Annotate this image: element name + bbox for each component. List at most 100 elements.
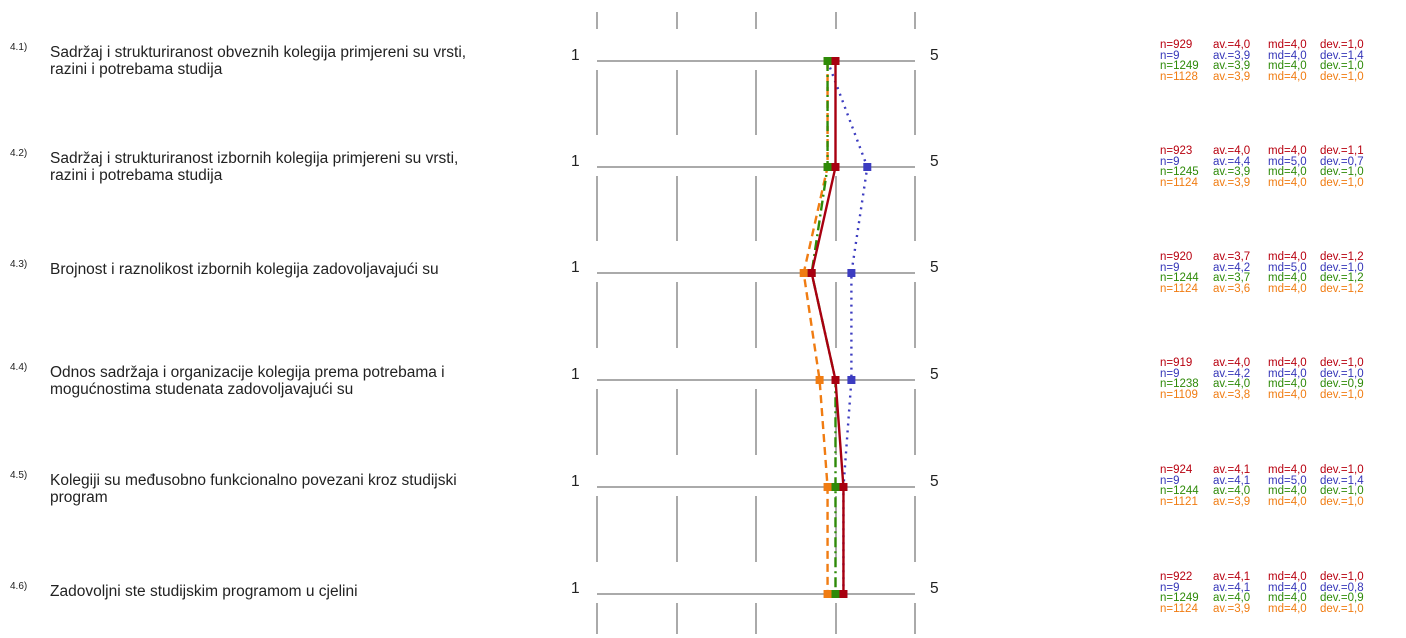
stat-dev: dev.=1,2 <box>1320 251 1364 263</box>
series-point <box>799 269 808 277</box>
stat-av: av.=4,2 <box>1213 367 1251 380</box>
scale-max-label: 5 <box>930 259 939 276</box>
stat-av: av.=4,0 <box>1213 145 1251 157</box>
scale-max-label: 5 <box>930 153 939 170</box>
stat-dev: dev.=1,4 <box>1320 474 1364 487</box>
series-point <box>831 483 840 491</box>
question-text: Brojnost i raznolikost izbornih kolegija… <box>50 261 439 278</box>
stat-dev: dev.=1,0 <box>1320 60 1364 72</box>
series-line <box>826 60 869 594</box>
stat-dev: dev.=0,8 <box>1320 581 1364 594</box>
stat-dev: dev.=1,0 <box>1320 495 1364 508</box>
stat-av: av.=4,0 <box>1213 485 1251 497</box>
series-point <box>839 590 848 598</box>
stat-md: md=5,0 <box>1268 261 1307 274</box>
scale-min-label: 1 <box>571 153 580 170</box>
stat-dev: dev.=1,0 <box>1320 70 1364 83</box>
question-number: 4.4) <box>10 362 28 373</box>
question-number: 4.2) <box>10 148 28 159</box>
series-point <box>863 163 872 171</box>
scale-max-label: 5 <box>930 580 939 597</box>
stat-n: n=9 <box>1160 49 1180 62</box>
stat-n: n=1244 <box>1160 272 1199 284</box>
stat-n: n=1128 <box>1160 70 1198 83</box>
stat-av: av.=4,0 <box>1213 592 1251 604</box>
stat-n: n=924 <box>1160 464 1193 476</box>
scale-min-label: 1 <box>571 259 580 276</box>
stat-dev: dev.=1,0 <box>1320 571 1364 583</box>
series-point <box>847 269 856 277</box>
stat-md: md=4,0 <box>1268 145 1307 157</box>
stat-dev: dev.=1,0 <box>1320 388 1364 401</box>
stat-n: n=1124 <box>1160 282 1198 295</box>
stat-av: av.=3,9 <box>1213 70 1251 83</box>
stat-av: av.=3,9 <box>1213 60 1251 72</box>
stat-n: n=1124 <box>1160 176 1198 189</box>
stat-n: n=929 <box>1160 39 1193 51</box>
stat-n: n=1245 <box>1160 166 1199 178</box>
stat-av: av.=4,1 <box>1213 464 1251 476</box>
stat-n: n=1249 <box>1160 592 1199 604</box>
stat-n: n=1109 <box>1160 388 1198 401</box>
stat-av: av.=3,8 <box>1213 388 1251 401</box>
question-text: Sadržaj i strukturiranost izbornih koleg… <box>50 150 459 184</box>
stat-n: n=1121 <box>1160 495 1198 508</box>
series-point <box>823 483 832 491</box>
stat-dev: dev.=1,0 <box>1320 176 1364 189</box>
stat-dev: dev.=1,1 <box>1320 145 1364 157</box>
stat-md: md=4,0 <box>1268 251 1307 263</box>
question-number: 4.1) <box>10 42 28 53</box>
question-text: Zadovoljni ste studijskim programom u cj… <box>50 583 358 600</box>
series-point <box>823 57 832 65</box>
stat-dev: dev.=1,0 <box>1320 367 1364 380</box>
stat-dev: dev.=1,2 <box>1320 272 1364 284</box>
stat-av: av.=3,6 <box>1213 282 1251 295</box>
stat-av: av.=3,9 <box>1213 166 1251 178</box>
question-number: 4.5) <box>10 470 28 481</box>
scale-min-label: 1 <box>571 47 580 64</box>
stat-av: av.=3,9 <box>1213 176 1251 189</box>
stat-dev: dev.=1,0 <box>1320 166 1364 178</box>
stat-n: n=1244 <box>1160 485 1199 497</box>
stat-dev: dev.=0,7 <box>1320 155 1364 168</box>
stat-dev: dev.=1,0 <box>1320 357 1364 369</box>
stat-md: md=5,0 <box>1268 155 1307 168</box>
stat-n: n=9 <box>1160 581 1180 594</box>
stat-av: av.=3,7 <box>1213 251 1251 263</box>
stat-dev: dev.=1,4 <box>1320 49 1364 62</box>
stat-md: md=4,0 <box>1268 367 1307 380</box>
question-number: 4.6) <box>10 581 28 592</box>
stat-md: md=4,0 <box>1268 282 1307 295</box>
stat-n: n=9 <box>1160 474 1180 487</box>
stat-av: av.=4,2 <box>1213 261 1251 274</box>
stat-n: n=9 <box>1160 367 1180 380</box>
stat-n: n=9 <box>1160 261 1180 274</box>
stat-av: av.=3,7 <box>1213 272 1251 284</box>
stat-dev: dev.=1,0 <box>1320 464 1364 476</box>
scale-min-label: 1 <box>571 473 580 490</box>
stat-av: av.=3,9 <box>1213 49 1251 62</box>
stat-av: av.=4,4 <box>1213 155 1251 168</box>
stat-dev: dev.=1,0 <box>1320 602 1364 615</box>
stat-av: av.=3,9 <box>1213 495 1251 508</box>
stat-av: av.=4,1 <box>1213 571 1251 583</box>
stat-av: av.=4,0 <box>1213 357 1251 369</box>
question-number: 4.3) <box>10 259 28 270</box>
stat-md: md=4,0 <box>1268 49 1307 62</box>
stat-md: md=4,0 <box>1268 581 1307 594</box>
stat-n: n=922 <box>1160 571 1193 583</box>
stat-md: md=4,0 <box>1268 39 1307 51</box>
stat-av: av.=4,1 <box>1213 474 1251 487</box>
stat-md: md=4,0 <box>1268 272 1307 284</box>
stat-md: md=5,0 <box>1268 474 1307 487</box>
series-point <box>831 57 840 65</box>
stat-dev: dev.=1,0 <box>1320 485 1364 497</box>
stat-n: n=919 <box>1160 357 1193 369</box>
series-line <box>810 61 845 594</box>
scale-min-label: 1 <box>571 580 580 597</box>
series-point <box>831 590 840 598</box>
stat-av: av.=4,0 <box>1213 378 1251 390</box>
stat-md: md=4,0 <box>1268 592 1307 604</box>
stat-n: n=1124 <box>1160 602 1198 615</box>
series-point <box>839 483 848 491</box>
